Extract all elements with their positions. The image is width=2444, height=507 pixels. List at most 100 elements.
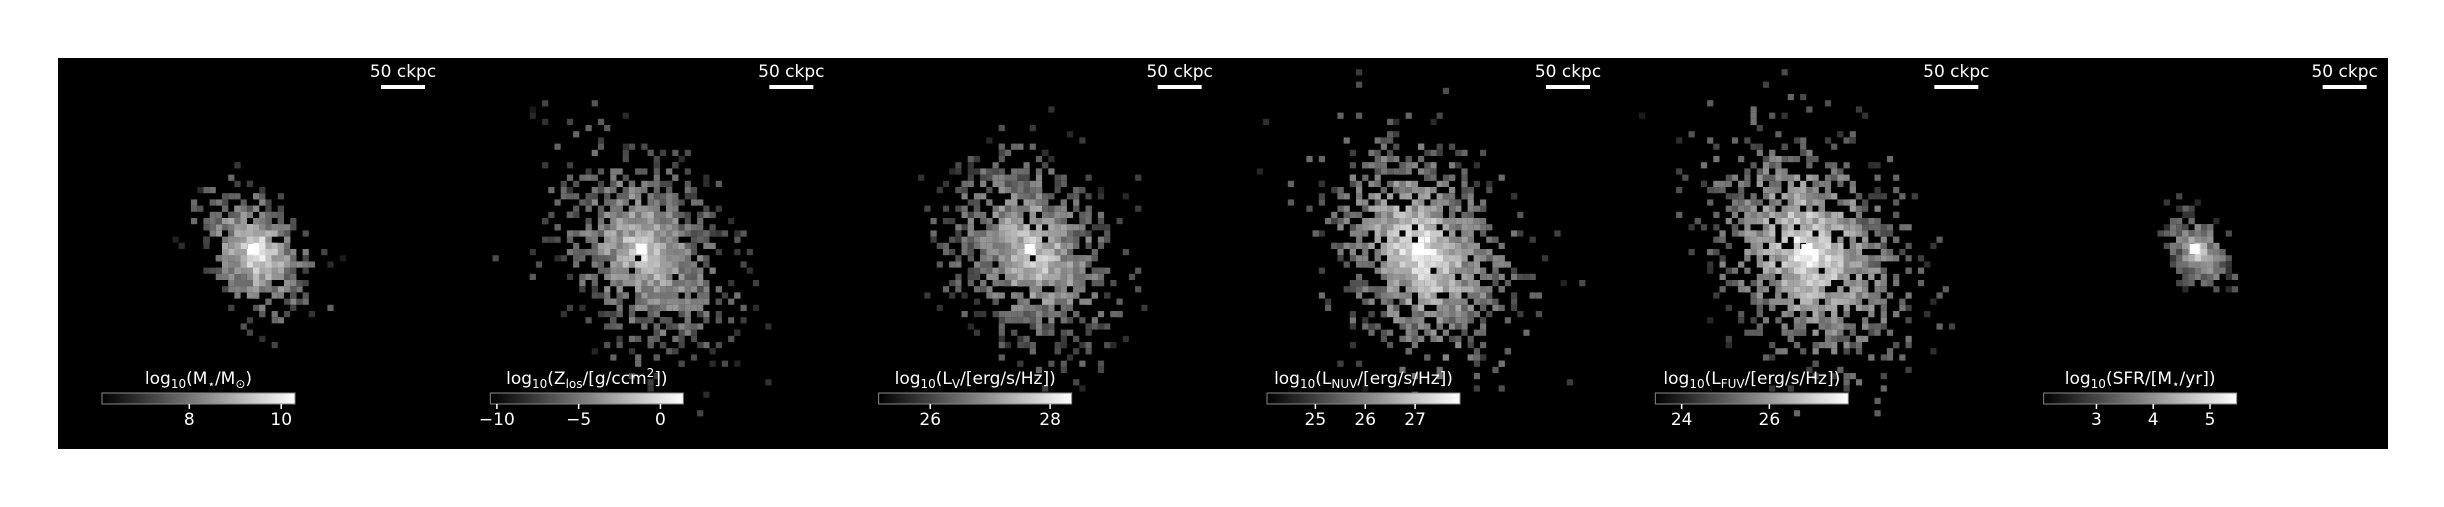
image-pixel — [1880, 286, 1887, 293]
image-pixel — [1362, 249, 1369, 256]
image-pixel — [1135, 205, 1142, 212]
image-pixel — [653, 211, 660, 218]
image-pixel — [709, 230, 716, 237]
image-pixel — [635, 199, 642, 206]
image-pixel — [1806, 236, 1813, 243]
image-pixel — [628, 205, 636, 212]
image-pixel — [1874, 280, 1881, 287]
image-pixel — [591, 174, 598, 181]
image-pixel — [1362, 218, 1369, 225]
image-pixel — [1362, 242, 1369, 249]
image-pixel — [1769, 273, 1776, 280]
image-pixel — [1480, 255, 1487, 262]
image-pixel — [2225, 273, 2232, 280]
image-pixel — [1812, 373, 1819, 380]
image-pixel — [980, 255, 987, 262]
image-pixel — [1824, 100, 1832, 107]
image-pixel — [228, 236, 235, 243]
image-pixel — [1800, 211, 1807, 218]
image-pixel — [1387, 255, 1394, 262]
image-pixel — [1800, 255, 1807, 262]
image-pixel — [610, 236, 617, 243]
image-pixel — [992, 298, 999, 305]
image-pixel — [1091, 317, 1098, 324]
image-pixel — [591, 348, 598, 355]
image-pixel — [1066, 298, 1074, 305]
image-pixel — [1504, 348, 1511, 355]
image-pixel — [1480, 354, 1487, 361]
image-pixel — [1380, 211, 1387, 218]
image-pixel — [1004, 317, 1012, 324]
image-pixel — [1480, 205, 1487, 212]
image-pixel — [1449, 335, 1456, 342]
image-pixel — [1849, 218, 1856, 225]
image-pixel — [1480, 218, 1487, 225]
image-pixel — [628, 317, 636, 324]
image-pixel — [2176, 261, 2183, 268]
image-pixel — [573, 193, 580, 200]
image-pixel — [284, 286, 291, 293]
image-pixel — [597, 224, 605, 231]
image-pixel — [715, 311, 722, 318]
image-pixel — [1368, 329, 1375, 336]
image-pixel — [1738, 187, 1745, 194]
image-pixel — [1449, 273, 1456, 280]
image-pixel — [1091, 224, 1098, 231]
image-pixel — [234, 255, 241, 262]
image-pixel — [1793, 273, 1801, 280]
image-pixel — [647, 218, 654, 225]
image-pixel — [253, 224, 260, 231]
image-pixel — [240, 211, 247, 218]
image-pixel — [1824, 211, 1832, 218]
image-pixel — [647, 180, 654, 187]
image-pixel — [1343, 193, 1350, 200]
image-pixel — [2213, 273, 2220, 280]
image-pixel — [542, 236, 549, 243]
image-pixel — [1337, 187, 1344, 194]
image-pixel — [1511, 193, 1518, 200]
image-pixel — [1442, 317, 1449, 324]
image-pixel — [604, 211, 611, 218]
image-pixel — [566, 230, 574, 237]
image-pixel — [1461, 317, 1468, 324]
image-pixel — [585, 224, 592, 231]
image-pixel — [1818, 273, 1825, 280]
label-subscript: 10 — [1689, 377, 1704, 391]
image-pixel — [1048, 360, 1055, 367]
image-pixel — [209, 187, 216, 194]
image-pixel — [1436, 273, 1443, 280]
image-pixel — [1023, 180, 1030, 187]
image-pixel — [1091, 267, 1098, 274]
image-pixel — [690, 286, 698, 293]
image-pixel — [980, 249, 987, 256]
image-pixel — [678, 360, 685, 367]
image-pixel — [1818, 261, 1825, 268]
image-pixel — [1787, 94, 1794, 101]
image-pixel — [666, 304, 673, 311]
image-pixel — [992, 174, 999, 181]
image-pixel — [1688, 131, 1695, 138]
image-pixel — [1517, 230, 1524, 237]
image-pixel — [1337, 249, 1344, 256]
image-pixel — [1467, 273, 1474, 280]
image-pixel — [2194, 267, 2201, 274]
image-pixel — [1455, 304, 1462, 311]
image-pixel — [641, 143, 648, 150]
image-pixel — [1535, 292, 1542, 299]
image-pixel — [1806, 273, 1813, 280]
image-pixel — [1337, 360, 1344, 367]
image-pixel — [2188, 273, 2195, 280]
image-pixel — [653, 249, 660, 256]
image-pixel — [1880, 242, 1887, 249]
image-pixel — [240, 249, 247, 256]
image-pixel — [740, 317, 747, 324]
image-pixel — [1066, 249, 1074, 256]
image-pixel — [234, 249, 241, 256]
image-pixel — [1442, 298, 1449, 305]
image-pixel — [1486, 180, 1493, 187]
image-pixel — [1060, 230, 1067, 237]
image-pixel — [1449, 267, 1456, 274]
image-pixel — [1042, 323, 1049, 330]
image-pixel — [1411, 218, 1418, 225]
image-pixel — [690, 273, 698, 280]
